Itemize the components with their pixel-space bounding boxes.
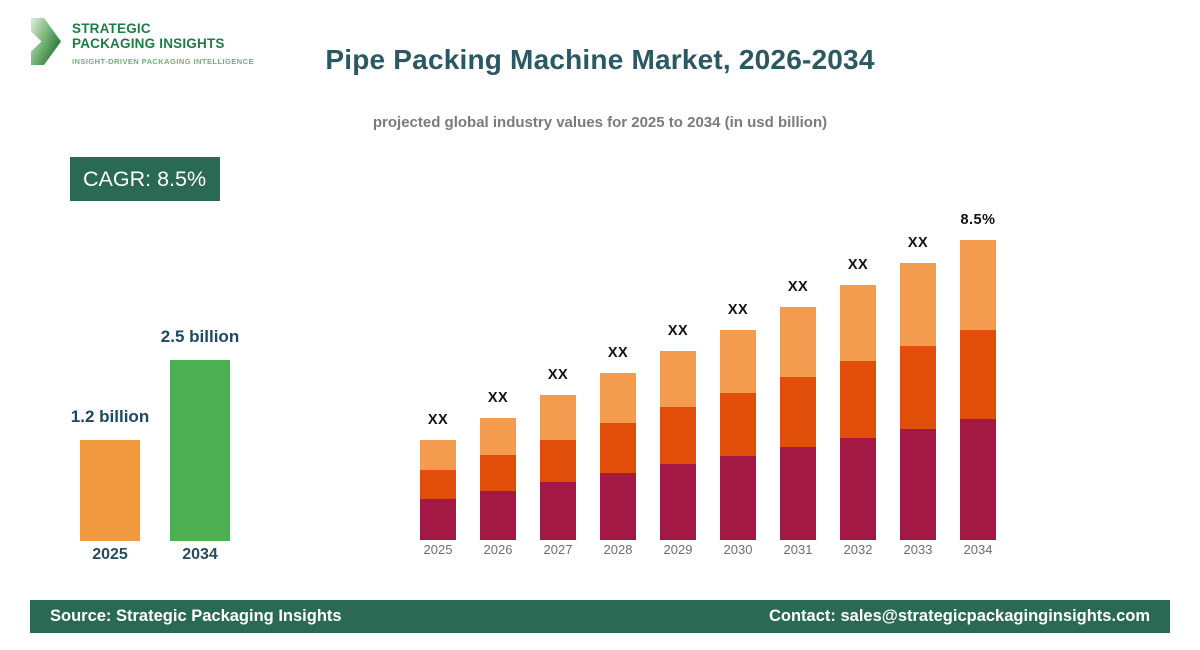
stacked-bar-2028-segment-bottom — [600, 473, 636, 540]
stacked-bar-2032-segment-middle — [840, 361, 876, 438]
stacked-axis-label-2027: 2027 — [543, 542, 573, 557]
stacked-bar-value-label-2029: XX — [667, 323, 689, 339]
logo-text-line1: STRATEGIC — [72, 21, 151, 36]
stacked-bar-value-label-2030: XX — [727, 302, 749, 318]
cagr-badge: CAGR: 8.5% — [70, 157, 220, 201]
page-title: Pipe Packing Machine Market, 2026-2034 — [325, 44, 875, 75]
stacked-bar-2027-segment-top — [540, 395, 576, 440]
stacked-bar-2029-segment-middle — [660, 407, 696, 464]
stacked-bar-2025-segment-top — [420, 440, 456, 470]
stacked-bar-2026-segment-top — [480, 418, 516, 455]
stacked-axis-label-2031: 2031 — [783, 542, 813, 557]
stacked-bar-2028-segment-top — [600, 373, 636, 423]
stacked-bar-2026-segment-middle — [480, 455, 516, 491]
stacked-bar-2030-segment-top — [720, 330, 756, 393]
stacked-axis-label-2026: 2026 — [483, 542, 513, 557]
stacked-axis-label-2030: 2030 — [723, 542, 753, 557]
mini-axis-label-2034: 2034 — [182, 546, 218, 563]
footer-contact-text: Contact: sales@strategicpackaginginsight… — [768, 607, 1150, 625]
stacked-bar-value-label-2026: XX — [487, 390, 509, 406]
stacked-axis-label-2032: 2032 — [843, 542, 873, 557]
mini-bar-value-label-2025: 1.2 billion — [70, 407, 150, 426]
footer-source-text: Source: Strategic Packaging Insights — [50, 607, 342, 625]
logo-text-line2: PACKAGING INSIGHTS — [72, 36, 225, 51]
stacked-bar-value-label-2034: 8.5% — [960, 212, 996, 228]
stacked-bar-2026-segment-bottom — [480, 491, 516, 540]
footer-bar: Source: Strategic Packaging Insights Con… — [30, 600, 1170, 633]
stacked-bar-2028-segment-middle — [600, 423, 636, 473]
stacked-bar-2032-segment-top — [840, 285, 876, 361]
stacked-bar-2031-segment-bottom — [780, 447, 816, 540]
stacked-bar-2034-segment-top — [960, 240, 996, 330]
stacked-bar-value-label-2032: XX — [847, 257, 869, 273]
mini-bar-2034 — [170, 360, 230, 541]
stacked-bar-2032-segment-bottom — [840, 438, 876, 540]
stacked-bar-2031-segment-middle — [780, 377, 816, 447]
logo-tagline: INSIGHT-DRIVEN PACKAGING INTELLIGENCE — [72, 57, 254, 66]
stacked-bar-value-label-2025: XX — [427, 412, 449, 428]
stacked-bar-2033-segment-top — [900, 263, 936, 346]
stacked-bar-2029-segment-top — [660, 351, 696, 407]
mini-bar-2025 — [80, 440, 140, 541]
stacked-bar-value-label-2028: XX — [607, 345, 629, 361]
page-subtitle: projected global industry values for 202… — [372, 114, 828, 131]
stacked-bar-2025-segment-bottom — [420, 499, 456, 540]
logo-chevron-icon — [31, 18, 61, 65]
stacked-axis-label-2029: 2029 — [663, 542, 693, 557]
mini-bar-value-label-2034: 2.5 billion — [160, 327, 240, 346]
stacked-axis-label-2028: 2028 — [603, 542, 633, 557]
mini-axis-label-2025: 2025 — [92, 546, 128, 563]
stacked-axis-label-2033: 2033 — [903, 542, 933, 557]
stacked-bar-2027-segment-middle — [540, 440, 576, 482]
stacked-bar-2030-segment-bottom — [720, 456, 756, 540]
stacked-bar-2031-segment-top — [780, 307, 816, 377]
stacked-axis-label-2025: 2025 — [423, 542, 453, 557]
stacked-bar-value-label-2033: XX — [907, 235, 929, 251]
stacked-axis-label-2034: 2034 — [963, 542, 993, 557]
stacked-bar-2033-segment-bottom — [900, 429, 936, 540]
stacked-bar-2034-segment-middle — [960, 330, 996, 419]
stacked-bar-2029-segment-bottom — [660, 464, 696, 540]
stacked-bar-2025-segment-middle — [420, 470, 456, 499]
stacked-bar-2027-segment-bottom — [540, 482, 576, 540]
stacked-bar-2030-segment-middle — [720, 393, 756, 456]
stacked-bar-2033-segment-middle — [900, 346, 936, 429]
stacked-bar-value-label-2031: XX — [787, 279, 809, 295]
stacked-bar-value-label-2027: XX — [547, 367, 569, 383]
stacked-bar-2034-segment-bottom — [960, 419, 996, 540]
